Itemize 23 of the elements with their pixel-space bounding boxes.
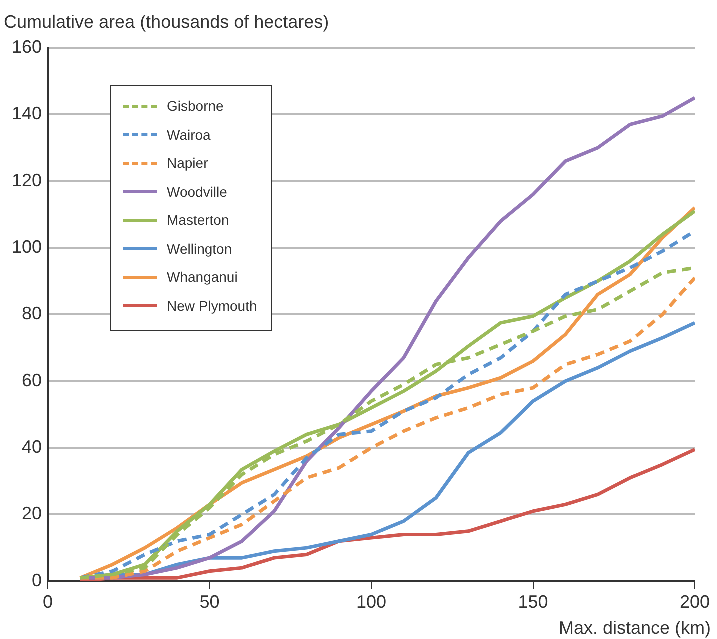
legend-label: Whanganui — [167, 269, 238, 286]
x-tick-label: 200 — [680, 592, 710, 612]
y-tick-label: 0 — [32, 570, 42, 590]
legend-label: Woodville — [167, 184, 228, 200]
y-tick-label: 160 — [12, 36, 42, 57]
legend-label: Gisborne — [167, 98, 224, 114]
y-tick-label: 60 — [22, 370, 42, 390]
y-tick-label: 20 — [22, 504, 42, 524]
legend-label: Napier — [167, 155, 208, 172]
legend-label: Masterton — [167, 212, 230, 228]
x-tick-label: 150 — [518, 592, 548, 612]
y-tick-label: 40 — [22, 437, 42, 458]
legend-label: Wairoa — [167, 126, 211, 143]
legend-label: New Plymouth — [167, 298, 258, 314]
x-tick-label: 50 — [200, 592, 220, 612]
legend-label: Wellington — [167, 240, 232, 257]
y-tick-label: 120 — [12, 170, 42, 190]
x-axis-title: Max. distance (km) — [558, 618, 711, 639]
x-tick-label: 100 — [356, 592, 387, 612]
y-tick-label: 80 — [22, 304, 42, 324]
y-axis-title: Cumulative area (thousands of hectares) — [4, 12, 330, 33]
y-tick-label: 100 — [12, 236, 42, 257]
y-tick-label: 140 — [12, 104, 42, 124]
